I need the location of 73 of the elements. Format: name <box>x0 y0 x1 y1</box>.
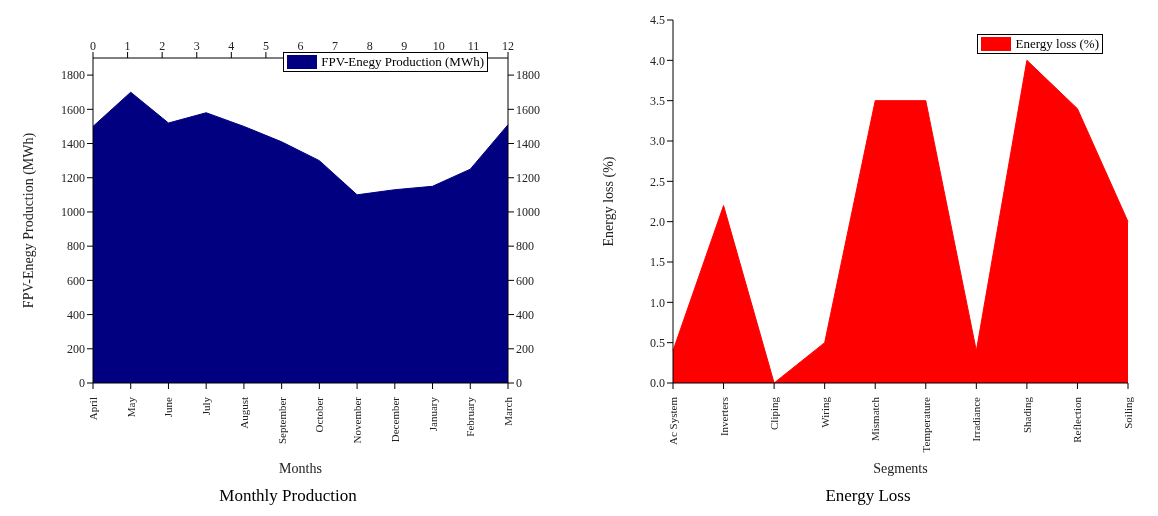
y-tick-label: 800 <box>67 239 85 254</box>
x-tick-label: Mismatch <box>869 396 882 441</box>
x-tick-label: February <box>464 396 477 437</box>
text: Monthly Production <box>218 486 358 506</box>
x2-tick-label: 9 <box>401 39 408 53</box>
x2-tick-label: 11 <box>467 39 480 53</box>
x2-tick-label: 6 <box>297 39 304 53</box>
y-tick-label: 0 <box>79 376 85 391</box>
x-tick-label: Ac System <box>667 396 679 445</box>
x-axis-title: Months <box>279 461 322 476</box>
x-tick-label: Inverters <box>717 397 730 437</box>
y-tick-label: 1600 <box>61 102 85 117</box>
y-tick-label: 400 <box>67 307 85 322</box>
x-tick-label: January <box>426 396 439 432</box>
y2-tick-label: 1000 <box>516 205 540 220</box>
x-axis-title: Segments <box>873 461 928 476</box>
x2-tick-label: 7 <box>332 39 339 53</box>
x2-tick-label: 5 <box>262 39 269 53</box>
x-tick-label: July <box>200 396 213 416</box>
x2-tick-label: 2 <box>159 39 166 53</box>
y-tick-label: 3.0 <box>650 134 665 149</box>
text: Energy Loss <box>824 486 912 506</box>
y2-tick-label: 200 <box>516 342 534 357</box>
y-tick-label: 4.0 <box>650 53 665 68</box>
y-tick-label: 1800 <box>61 68 85 83</box>
y-tick-label: 1400 <box>61 136 85 151</box>
x-tick-label: Irradiance <box>970 396 983 442</box>
y2-tick-label: 400 <box>516 307 534 322</box>
x-tick-label: December <box>388 396 401 443</box>
y2-tick-label: 1600 <box>516 102 540 117</box>
x2-tick-label: 8 <box>366 39 373 53</box>
y-tick-label: 2.5 <box>650 174 665 189</box>
x-tick-label: Cliping <box>768 396 781 431</box>
y-tick-label: 0.0 <box>650 376 665 391</box>
y-tick-label: 2.0 <box>650 214 665 229</box>
y-tick-label: 600 <box>67 273 85 288</box>
y-tick-label: 1200 <box>61 171 85 185</box>
x-tick-label: Temperature <box>919 396 932 453</box>
y-tick-label: 3.5 <box>650 93 665 108</box>
x-tick-label: Soiling <box>1122 396 1134 429</box>
x-tick-label: August <box>237 397 250 429</box>
x-tick-label: November <box>351 396 364 444</box>
y2-tick-label: 1200 <box>516 171 540 185</box>
y2-tick-label: 0 <box>516 376 522 391</box>
x2-tick-label: 1 <box>124 39 131 53</box>
y-tick-label: 1000 <box>61 205 85 220</box>
x2-tick-label: 0 <box>90 39 96 53</box>
y2-tick-label: 600 <box>516 273 534 288</box>
x-tick-label: September <box>275 396 288 445</box>
x2-tick-label: 12 <box>502 39 514 53</box>
y-tick-label: 0.5 <box>650 335 665 350</box>
x2-tick-label: 10 <box>432 39 445 53</box>
x-tick-label: March <box>502 396 514 426</box>
y2-tick-label: 800 <box>516 239 534 254</box>
x-tick-label: Shading <box>1020 396 1033 434</box>
legend-label: FPV-Enegy Production (MWh) <box>321 54 484 70</box>
y-axis-title: FPV-Enegy Production (MWh) <box>20 132 37 309</box>
x-tick-label: April <box>87 397 99 421</box>
x-tick-label: Wiring <box>818 396 831 428</box>
y2-tick-label: 1800 <box>516 68 540 83</box>
y-tick-label: 4.5 <box>650 13 665 28</box>
x2-tick-label: 3 <box>193 39 200 53</box>
x-tick-label: June <box>162 396 175 418</box>
x-tick-label: May <box>124 396 137 418</box>
y-tick-label: 200 <box>67 342 85 357</box>
legend-label: Energy loss (%) <box>1015 36 1099 52</box>
x-tick-label: Reflection <box>1071 396 1084 443</box>
y-tick-label: 1.5 <box>650 255 665 270</box>
x-tick-label: October <box>313 396 326 433</box>
y2-tick-label: 1400 <box>516 136 540 151</box>
y-axis-title: Energy loss (%) <box>600 156 617 247</box>
y-tick-label: 1.0 <box>650 295 665 310</box>
x2-tick-label: 4 <box>228 39 235 53</box>
